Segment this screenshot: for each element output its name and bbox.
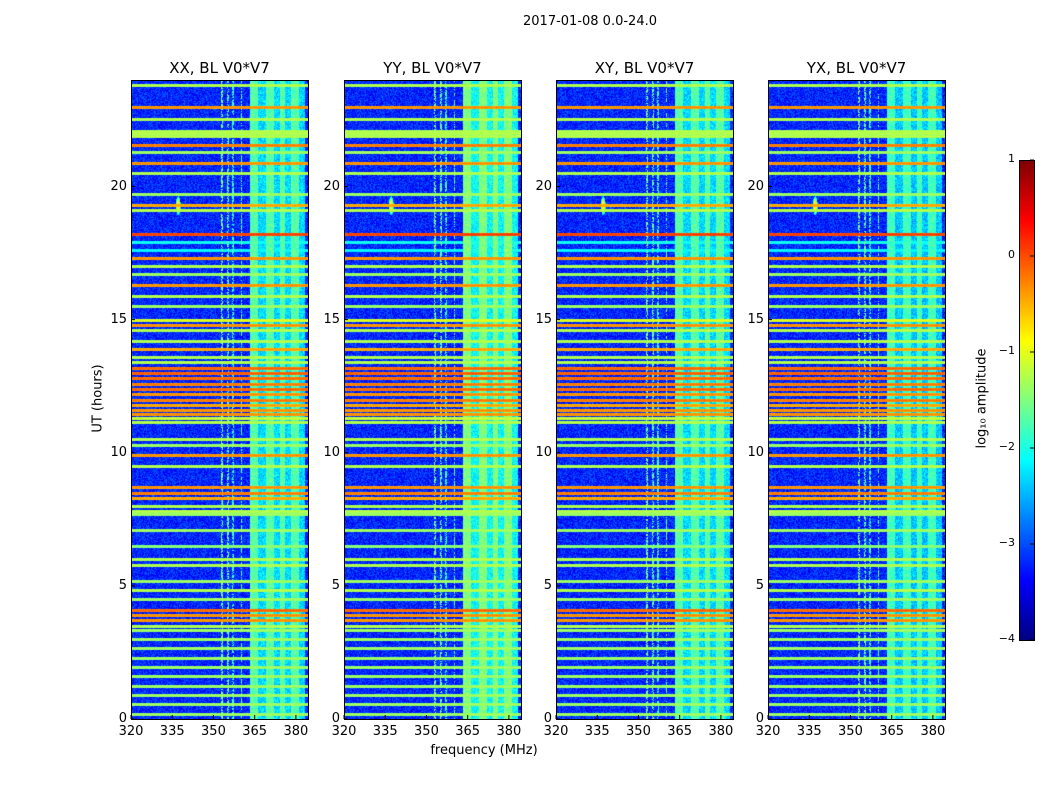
x-tick-label: 320 <box>755 724 781 739</box>
y-tick-label: 15 <box>535 311 552 327</box>
x-tick-label: 380 <box>496 724 522 739</box>
spectrogram-1 <box>344 80 521 719</box>
panel-title: YX, BL V0*V7 <box>806 59 907 77</box>
y-tick-label: 0 <box>118 711 127 726</box>
x-tick-label: 350 <box>201 724 226 739</box>
y-tick-label: 5 <box>543 577 552 593</box>
y-tick-label: 20 <box>323 178 340 194</box>
x-tick-label: 335 <box>796 724 822 739</box>
panel-frame <box>131 80 309 720</box>
y-tick-label: 5 <box>755 577 764 593</box>
y-tick-label: 20 <box>110 178 127 194</box>
panel-title: XY, BL V0*V7 <box>594 59 695 77</box>
panel-frame <box>556 80 734 720</box>
x-tick-label: 365 <box>667 724 693 739</box>
x-tick-label: 380 <box>920 724 946 739</box>
x-tick-label: 365 <box>455 724 481 739</box>
y-tick-label: 0 <box>543 711 552 726</box>
figure-title: 2017-01-08 0.0-24.0 <box>523 14 657 29</box>
colorbar-frame <box>1019 160 1035 641</box>
y-tick-label: 0 <box>331 711 340 726</box>
colorbar-tick-label: −2 <box>998 440 1015 453</box>
y-tick-label: 10 <box>323 444 340 460</box>
colorbar-tick-label: 0 <box>1008 248 1015 261</box>
y-tick-label: 10 <box>110 444 127 460</box>
y-tick-label: 20 <box>747 178 764 194</box>
x-tick-label: 335 <box>159 724 185 739</box>
y-tick-label: 15 <box>747 311 764 327</box>
y-tick-label: 10 <box>747 444 764 460</box>
x-tick-label: 365 <box>242 724 268 739</box>
y-tick-label: 5 <box>331 577 340 593</box>
x-axis-label: frequency (MHz) <box>430 743 538 758</box>
x-tick-label: 380 <box>708 724 734 739</box>
y-tick-label: 10 <box>535 444 552 460</box>
panel-title: YY, BL V0*V7 <box>383 59 482 77</box>
x-tick-label: 335 <box>584 724 610 739</box>
x-tick-label: 320 <box>118 724 144 739</box>
y-tick-label: 0 <box>755 711 764 726</box>
spectrogram-2 <box>556 80 733 719</box>
spectrogram-0 <box>131 80 308 719</box>
y-tick-label: 15 <box>323 311 340 327</box>
panel-frame <box>344 80 522 720</box>
panel-frame <box>768 80 946 720</box>
y-tick-label: 5 <box>118 577 127 593</box>
x-tick-label: 350 <box>414 724 439 739</box>
colorbar-tick-label: −1 <box>998 344 1015 357</box>
colorbar-tick-label: −3 <box>998 536 1015 549</box>
x-tick-label: 350 <box>838 724 863 739</box>
y-tick-label: 20 <box>535 178 552 194</box>
x-tick-label: 335 <box>372 724 398 739</box>
spectrogram-3 <box>768 80 945 719</box>
x-tick-label: 320 <box>543 724 569 739</box>
colorbar <box>1019 160 1034 640</box>
colorbar-tick-label: 1 <box>1008 152 1015 165</box>
y-tick-label: 15 <box>110 311 127 327</box>
panel-title: XX, BL V0*V7 <box>169 59 270 77</box>
x-tick-label: 350 <box>626 724 651 739</box>
x-tick-label: 320 <box>331 724 357 739</box>
x-tick-label: 380 <box>283 724 309 739</box>
colorbar-tick-label: −4 <box>998 632 1015 645</box>
x-tick-label: 365 <box>879 724 905 739</box>
